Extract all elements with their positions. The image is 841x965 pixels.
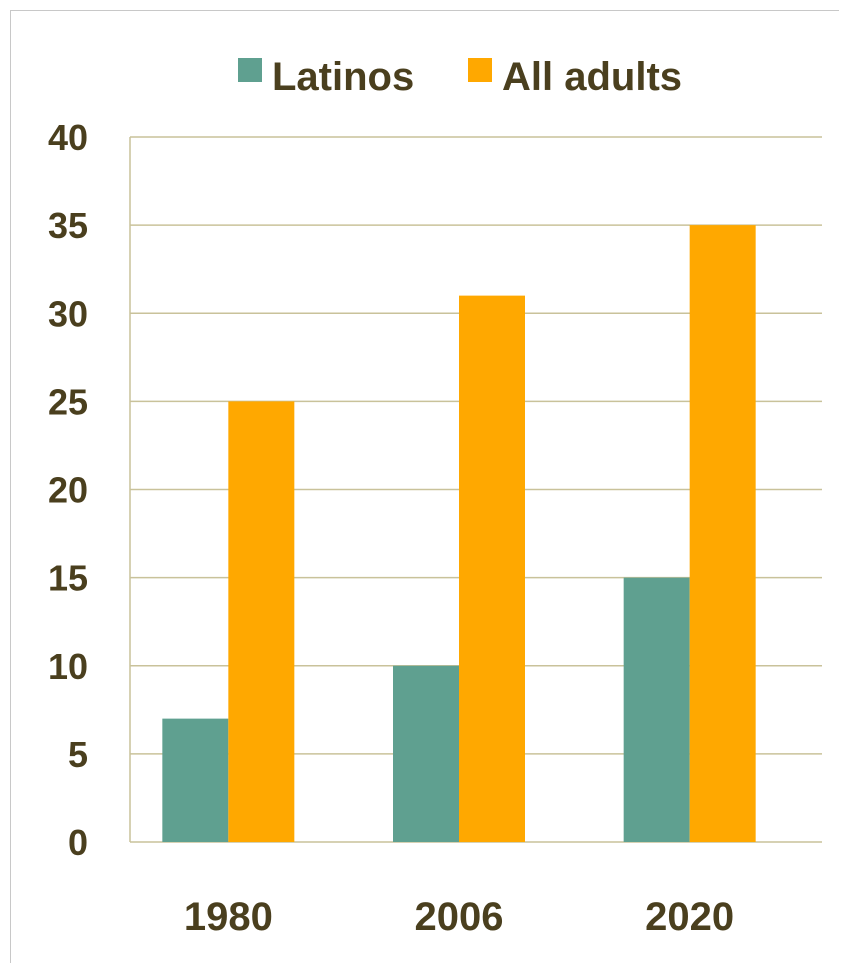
legend: Latinos All adults (238, 55, 682, 99)
x-tick-label-2006: 2006 (415, 895, 504, 939)
y-tick-label-35: 35 (48, 205, 88, 246)
y-tick-label-10: 10 (48, 646, 88, 687)
chart-frame (10, 10, 839, 963)
x-axis-ticks: 1980 2006 2020 (184, 895, 734, 939)
bar-latinos-1980 (162, 718, 229, 842)
y-axis-ticks: 0 5 10 15 20 25 30 35 40 (48, 117, 88, 863)
bar-all-adults-2020 (689, 225, 756, 842)
y-tick-label-40: 40 (48, 117, 88, 158)
bar-all-adults-2006 (459, 295, 525, 842)
y-tick-label-30: 30 (48, 293, 88, 334)
legend-label-all-adults: All adults (502, 55, 682, 99)
bar-latinos-2006 (393, 665, 459, 842)
x-tick-label-2020: 2020 (645, 895, 734, 939)
bar-latinos-2020 (623, 577, 690, 842)
y-tick-label-0: 0 (68, 822, 88, 863)
y-tick-label-15: 15 (48, 558, 88, 599)
bars (162, 225, 756, 842)
y-tick-label-25: 25 (48, 381, 88, 422)
legend-label-latinos: Latinos (272, 55, 414, 99)
bar-all-adults-1980 (228, 401, 295, 842)
legend-swatch-all-adults (468, 58, 492, 82)
x-tick-label-1980: 1980 (184, 895, 273, 939)
y-tick-label-5: 5 (68, 734, 88, 775)
y-tick-label-20: 20 (48, 470, 88, 511)
legend-swatch-latinos (238, 58, 262, 82)
